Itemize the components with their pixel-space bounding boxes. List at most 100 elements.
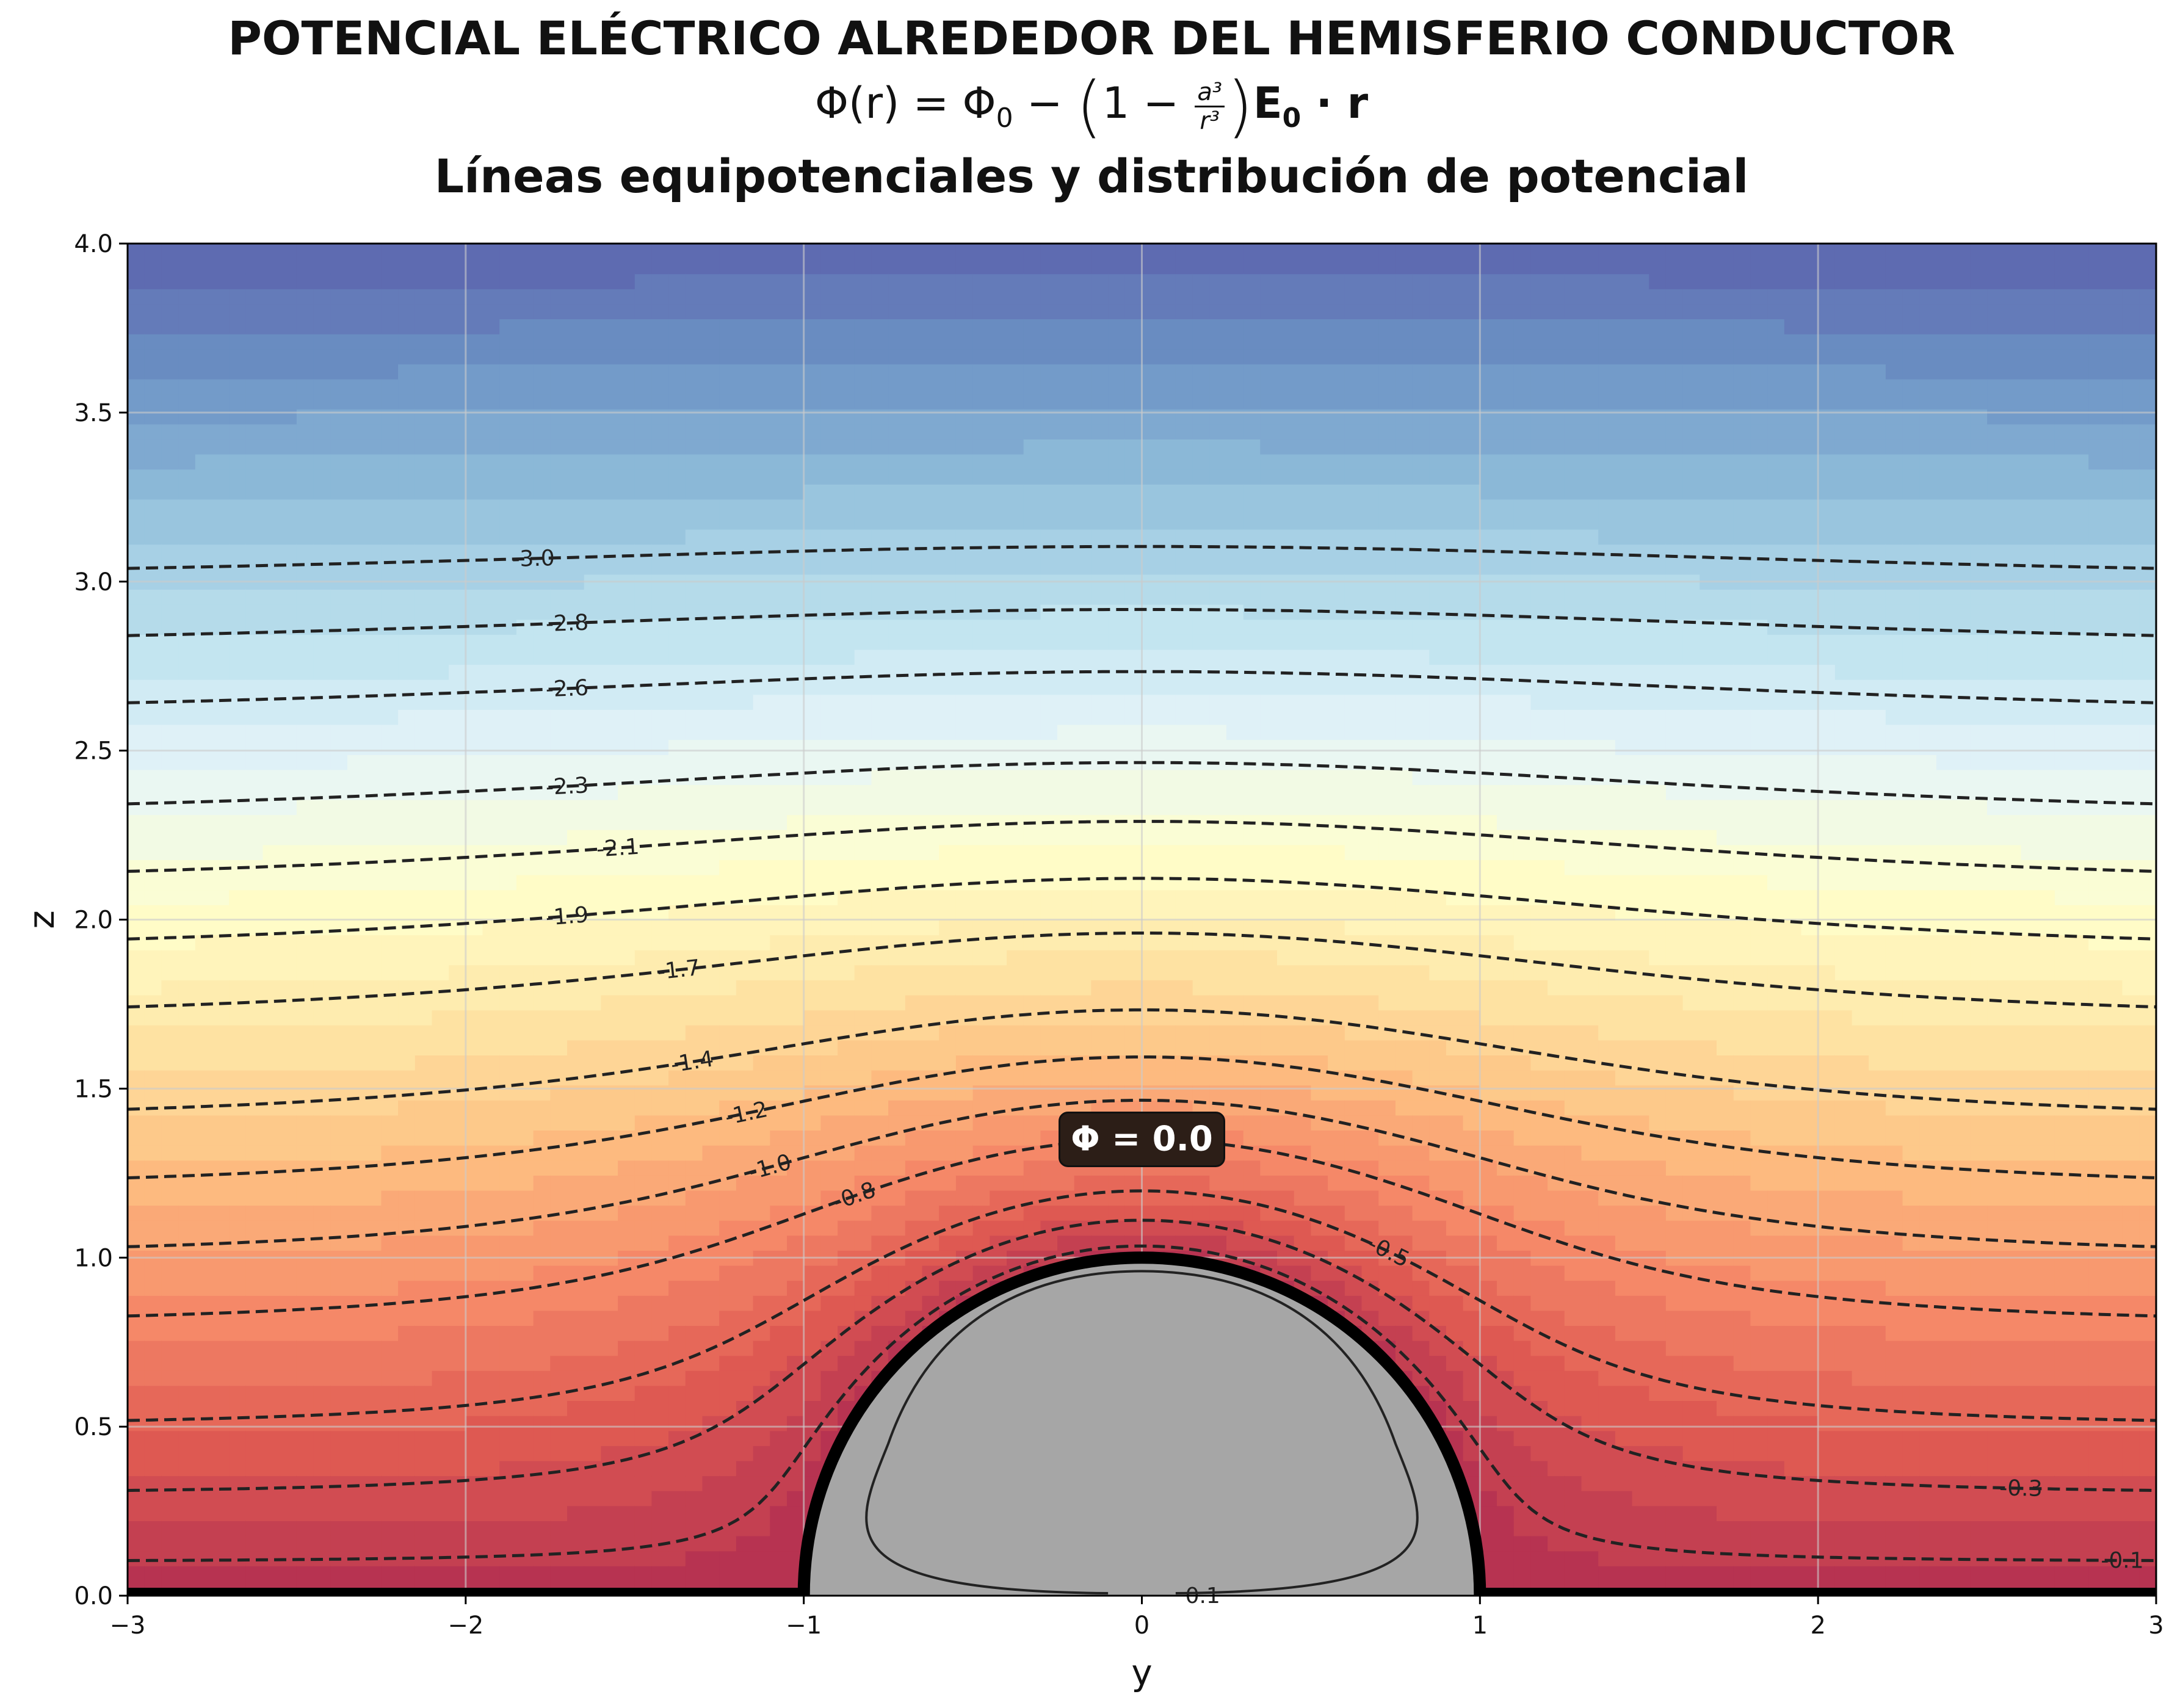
- color-band-cell: [296, 829, 314, 845]
- color-band-cell: [381, 529, 399, 545]
- color-band-cell: [296, 544, 314, 560]
- color-band-cell: [415, 1325, 433, 1341]
- color-band-cell: [330, 469, 348, 485]
- color-band-cell: [415, 604, 433, 620]
- color-band-cell: [685, 709, 703, 725]
- color-band-cell: [972, 649, 991, 665]
- color-band-cell: [296, 438, 314, 455]
- color-band-cell: [550, 378, 568, 395]
- color-band-cell: [516, 1115, 534, 1131]
- color-band-cell: [347, 889, 365, 905]
- color-band-cell: [702, 904, 720, 921]
- color-band-cell: [330, 303, 348, 319]
- color-band-cell: [803, 559, 822, 575]
- color-band-cell: [229, 349, 247, 364]
- color-band-cell: [381, 1565, 399, 1582]
- color-band-cell: [736, 784, 754, 800]
- color-band-cell: [820, 619, 839, 635]
- color-band-cell: [465, 949, 483, 966]
- color-band-cell: [280, 769, 297, 785]
- color-band-cell: [296, 378, 314, 395]
- color-band-cell: [245, 664, 264, 680]
- color-band-cell: [381, 1520, 399, 1536]
- color-band-cell: [398, 889, 416, 905]
- color-band-cell: [280, 333, 297, 350]
- color-band-cell: [195, 754, 213, 770]
- color-band-cell: [1023, 483, 1041, 500]
- color-band-cell: [719, 288, 737, 305]
- color-band-cell: [499, 319, 517, 335]
- color-band-cell: [550, 1024, 568, 1041]
- color-band-cell: [584, 1115, 602, 1131]
- color-band-cell: [533, 454, 551, 470]
- color-band-cell: [550, 1220, 568, 1236]
- color-band-cell: [313, 859, 331, 875]
- color-band-cell: [161, 1295, 179, 1311]
- color-band-cell: [195, 664, 213, 680]
- color-band-cell: [685, 559, 703, 575]
- color-band-cell: [449, 1265, 466, 1281]
- color-band-cell: [432, 1340, 450, 1356]
- color-band-cell: [955, 784, 974, 800]
- color-band-cell: [871, 949, 889, 966]
- color-band-cell: [1023, 904, 1041, 921]
- color-band-cell: [533, 333, 551, 350]
- color-band-cell: [1007, 1085, 1024, 1101]
- color-band-cell: [702, 724, 720, 740]
- color-band-cell: [736, 1460, 754, 1477]
- color-band-cell: [178, 1160, 196, 1176]
- color-band-cell: [888, 319, 906, 335]
- color-band-cell: [212, 1535, 230, 1552]
- color-band-cell: [499, 935, 517, 950]
- color-band-cell: [1007, 408, 1024, 425]
- color-band-cell: [550, 935, 568, 950]
- color-band-cell: [313, 394, 331, 410]
- color-band-cell: [651, 1024, 670, 1041]
- color-band-cell: [499, 1340, 517, 1356]
- color-band-cell: [651, 1280, 670, 1296]
- color-band-cell: [838, 1010, 855, 1026]
- color-band-cell: [601, 469, 619, 485]
- color-band-cell: [432, 1430, 450, 1446]
- color-band-cell: [550, 799, 568, 816]
- color-band-cell: [482, 1535, 501, 1552]
- color-band-cell: [364, 514, 382, 530]
- color-band-cell: [888, 619, 906, 635]
- color-band-cell: [618, 363, 635, 380]
- color-band-cell: [601, 1400, 619, 1416]
- color-band-cell: [381, 649, 399, 665]
- color-band-cell: [533, 1565, 551, 1582]
- color-band-cell: [770, 499, 787, 515]
- color-band-cell: [347, 244, 365, 259]
- color-band-cell: [990, 1220, 1007, 1236]
- color-band-cell: [584, 649, 602, 665]
- color-band-cell: [212, 1010, 230, 1026]
- color-band-cell: [905, 363, 923, 380]
- color-band-cell: [449, 1235, 466, 1251]
- color-band-cell: [753, 649, 771, 665]
- color-band-cell: [905, 964, 923, 980]
- color-band-cell: [347, 949, 365, 966]
- color-band-cell: [584, 1085, 602, 1101]
- color-band-cell: [161, 739, 179, 755]
- color-band-cell: [499, 1565, 517, 1582]
- color-band-cell: [787, 874, 805, 891]
- color-band-cell: [516, 1370, 534, 1386]
- color-band-cell: [618, 935, 635, 950]
- color-band-cell: [296, 1430, 314, 1446]
- color-band-cell: [668, 935, 686, 950]
- color-band-cell: [280, 964, 297, 980]
- color-band-cell: [972, 979, 991, 996]
- color-band-cell: [955, 694, 974, 710]
- color-band-cell: [381, 499, 399, 515]
- color-band-cell: [212, 1385, 230, 1401]
- color-band-cell: [854, 1340, 872, 1356]
- color-band-cell: [922, 964, 940, 980]
- color-band-cell: [516, 378, 534, 395]
- color-band-cell: [955, 844, 974, 860]
- color-band-cell: [550, 814, 568, 830]
- color-band-cell: [1040, 949, 1059, 966]
- color-band-cell: [955, 619, 974, 635]
- color-band-cell: [753, 349, 771, 364]
- color-band-cell: [161, 258, 179, 275]
